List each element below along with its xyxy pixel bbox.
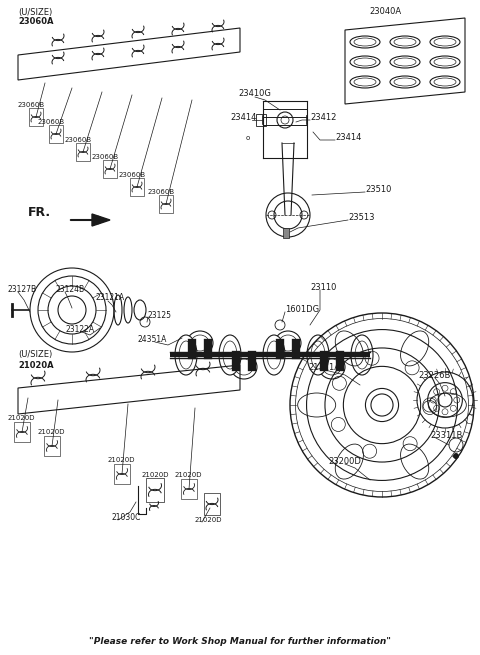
Bar: [29, 108, 43, 126]
Ellipse shape: [307, 335, 329, 375]
Bar: [204, 493, 220, 515]
Text: 21020A: 21020A: [18, 360, 54, 369]
Ellipse shape: [351, 335, 373, 375]
Text: 23200D: 23200D: [328, 457, 361, 466]
Text: FR.: FR.: [28, 206, 51, 219]
Text: 23121A: 23121A: [95, 293, 124, 303]
Text: "Please refer to Work Shop Manual for further information": "Please refer to Work Shop Manual for fu…: [89, 637, 391, 646]
Text: 23311B: 23311B: [430, 430, 462, 440]
Text: 23060B: 23060B: [65, 137, 92, 143]
Circle shape: [453, 453, 459, 459]
Text: 23060B: 23060B: [92, 154, 119, 160]
Bar: [49, 125, 63, 143]
Text: 21020D: 21020D: [8, 415, 36, 421]
Text: (U/SIZE): (U/SIZE): [18, 350, 52, 360]
Text: 23410G: 23410G: [239, 90, 271, 98]
Bar: [114, 464, 130, 484]
Bar: [283, 228, 289, 238]
Ellipse shape: [175, 335, 197, 375]
Ellipse shape: [275, 331, 301, 355]
Text: 23414: 23414: [230, 113, 256, 122]
Bar: [76, 143, 90, 161]
Text: 23110: 23110: [310, 284, 336, 293]
Polygon shape: [92, 214, 110, 226]
Text: 23513: 23513: [348, 214, 374, 223]
Bar: [14, 422, 30, 442]
Text: 23060A: 23060A: [18, 18, 53, 26]
Ellipse shape: [219, 335, 241, 375]
Text: 23060B: 23060B: [18, 102, 45, 108]
Text: 23412: 23412: [310, 113, 336, 122]
Text: 23060B: 23060B: [38, 119, 65, 125]
Bar: [130, 178, 144, 196]
Text: 23226B: 23226B: [418, 371, 450, 381]
Text: (U/SIZE): (U/SIZE): [18, 7, 52, 16]
Text: 23060B: 23060B: [148, 189, 175, 195]
Text: 23125: 23125: [148, 310, 172, 320]
Text: 1601DG: 1601DG: [285, 305, 319, 314]
Ellipse shape: [231, 355, 257, 379]
Text: 23040A: 23040A: [369, 7, 401, 16]
Text: 21030C: 21030C: [112, 514, 142, 523]
Ellipse shape: [319, 355, 345, 379]
Text: 21020D: 21020D: [195, 517, 223, 523]
Bar: [181, 479, 197, 499]
Bar: [103, 160, 117, 178]
Text: 24351A: 24351A: [138, 335, 168, 345]
Text: 23127B: 23127B: [8, 286, 37, 295]
Bar: [44, 436, 60, 456]
Text: 23414: 23414: [335, 134, 361, 143]
Text: 21121A: 21121A: [308, 364, 340, 373]
Text: 21020D: 21020D: [142, 472, 169, 478]
Bar: [256, 114, 266, 126]
Text: 23510: 23510: [365, 185, 391, 195]
Bar: [159, 195, 173, 213]
Ellipse shape: [263, 335, 285, 375]
Text: o: o: [246, 135, 250, 141]
Text: 21020D: 21020D: [175, 472, 203, 478]
Text: 23060B: 23060B: [119, 172, 146, 178]
Text: 23124B: 23124B: [55, 286, 84, 295]
Bar: [146, 478, 164, 502]
Text: 21020D: 21020D: [38, 429, 65, 435]
Text: 23122A: 23122A: [65, 326, 94, 335]
Ellipse shape: [187, 331, 213, 355]
Text: 21020D: 21020D: [108, 457, 135, 463]
